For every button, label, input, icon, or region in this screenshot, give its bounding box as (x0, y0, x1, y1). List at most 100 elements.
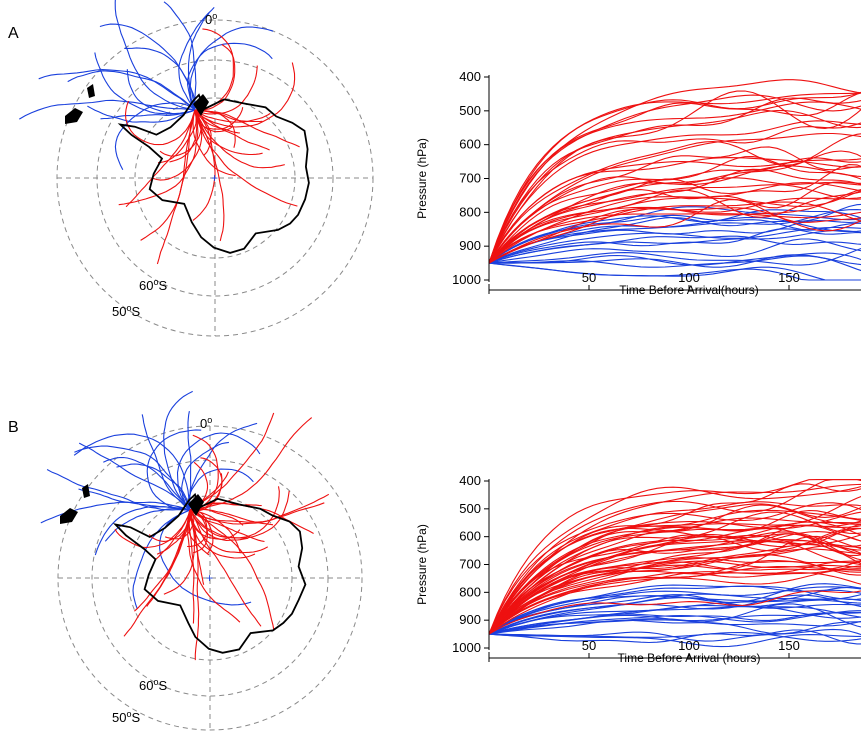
blue-trajectory-line (489, 583, 861, 635)
red-trajectory-line (489, 501, 861, 635)
land-fragment (188, 494, 204, 516)
red-trajectory-line (489, 165, 861, 264)
blue-trajectory-line (489, 238, 861, 264)
red-trajectory-line (489, 101, 861, 264)
blue-trajectory-track (94, 506, 191, 556)
red-trajectory-line (489, 90, 861, 264)
map-grid-b (57, 425, 363, 731)
y-tick-label: 600 (459, 529, 481, 544)
red-trajectory-line (489, 509, 861, 635)
pole-marker-a: + (211, 171, 218, 185)
lat-suffix-60-b: S (158, 678, 167, 693)
red-trajectory-line (489, 197, 861, 264)
blue-trajectory-track (146, 429, 202, 511)
red-trajectory-line (489, 211, 861, 264)
red-trajectory-line (489, 524, 861, 635)
land-fragment (60, 508, 78, 524)
label-60-a: 60 (139, 278, 153, 293)
land-fragment (193, 94, 209, 116)
red-trajectory-track (194, 109, 212, 156)
blue-trajectory-track (181, 441, 229, 511)
blue-trajectory-track (99, 23, 196, 111)
red-trajectory-track (189, 509, 265, 543)
svg-text:60oS: 60oS (139, 277, 167, 293)
y-tick-label: 500 (459, 103, 481, 118)
y-tick-label: 800 (459, 204, 481, 219)
blue-trajectory-track (124, 47, 196, 110)
red-trajectory-track (156, 109, 196, 265)
red-trajectory-line (489, 189, 861, 264)
red-trajectory-track (194, 109, 271, 123)
antarctica-coastline-b (60, 484, 307, 654)
y-tick-label: 1000 (452, 640, 481, 655)
degree-0-b: o (207, 415, 212, 425)
polar-map-a: + 0o 60oS 50oS (19, 0, 374, 337)
blue-trajectory-line (489, 593, 861, 635)
antarctica-coastline-a (65, 84, 310, 254)
blue-trajectory-track (78, 442, 191, 511)
svg-text:0o: 0o (200, 415, 212, 431)
blue-trajectory-line (489, 611, 861, 635)
blue-trajectory-line (489, 209, 861, 264)
map-labels-a: 0o 60oS 50oS (112, 11, 217, 319)
red-trajectory-track (189, 486, 280, 539)
y-axis-label: Pressure (hPa) (415, 138, 429, 219)
blue-trajectory-line (489, 255, 861, 272)
blue-trajectory-line (489, 633, 861, 648)
coastline-path (117, 93, 310, 254)
blue-trajectory-line (489, 628, 861, 642)
blue-trajectory-track (132, 509, 191, 610)
red-trajectory-line (489, 150, 861, 264)
y-tick-label: 600 (459, 137, 481, 152)
red-trajectory-line (489, 485, 861, 635)
red-trajectory-line (489, 533, 861, 635)
x-tick-label: 100 (678, 638, 700, 653)
y-tick-label: 900 (459, 612, 481, 627)
red-trajectory-line (489, 531, 861, 635)
blue-trajectory-track (163, 1, 197, 111)
blue-trajectory-line (489, 603, 861, 635)
red-trajectory-line (489, 110, 861, 264)
red-trajectory-line (489, 79, 861, 264)
red-trajectory-line (489, 479, 861, 635)
red-trajectory-track (194, 65, 258, 115)
blue-trajectory-track (73, 433, 191, 511)
blue-trajectory-track (114, 0, 196, 111)
blue-trajectory-track (38, 69, 196, 111)
red-trajectory-track (189, 493, 330, 525)
blue-trajectory-track (104, 508, 191, 542)
red-trajectory-line (489, 559, 861, 635)
trajectories-a (19, 0, 300, 265)
red-trajectory-track (194, 44, 236, 111)
lat-suffix-50-a: S (131, 304, 140, 319)
blue-trajectory-line (489, 216, 861, 264)
map-labels-b: 0o 60oS 50oS (112, 415, 212, 725)
label-50-a: 50 (112, 304, 126, 319)
blue-trajectory-line (489, 619, 861, 635)
red-trajectory-line (489, 571, 861, 635)
y-tick-label: 900 (459, 238, 481, 253)
red-trajectory-line (489, 168, 861, 264)
land-fragment (82, 484, 90, 498)
land-fragment (65, 108, 83, 124)
red-trajectory-line (489, 540, 861, 635)
blue-trajectory-line (489, 262, 861, 281)
blue-trajectory-track (126, 69, 196, 115)
y-tick-label: 700 (459, 171, 481, 186)
y-tick-label: 800 (459, 584, 481, 599)
pressure-chart-a: 400 500 600 700 800 900 1000 50 100 150 Pressure (… (415, 69, 861, 297)
svg-text:50oS: 50oS (112, 303, 140, 319)
blue-trajectory-track (87, 105, 196, 123)
blue-trajectory-line (489, 203, 861, 264)
pole-marker-b: + (206, 571, 213, 585)
y-tick-label: 400 (459, 473, 481, 488)
red-trajectory-track (194, 109, 233, 133)
label-60-b: 60 (139, 678, 153, 693)
red-trajectory-line (489, 479, 861, 635)
blue-trajectory-track (74, 445, 191, 511)
trajectories-b (40, 390, 330, 661)
x-tick-label: 150 (778, 270, 800, 285)
degree-50-a: o (126, 303, 131, 313)
